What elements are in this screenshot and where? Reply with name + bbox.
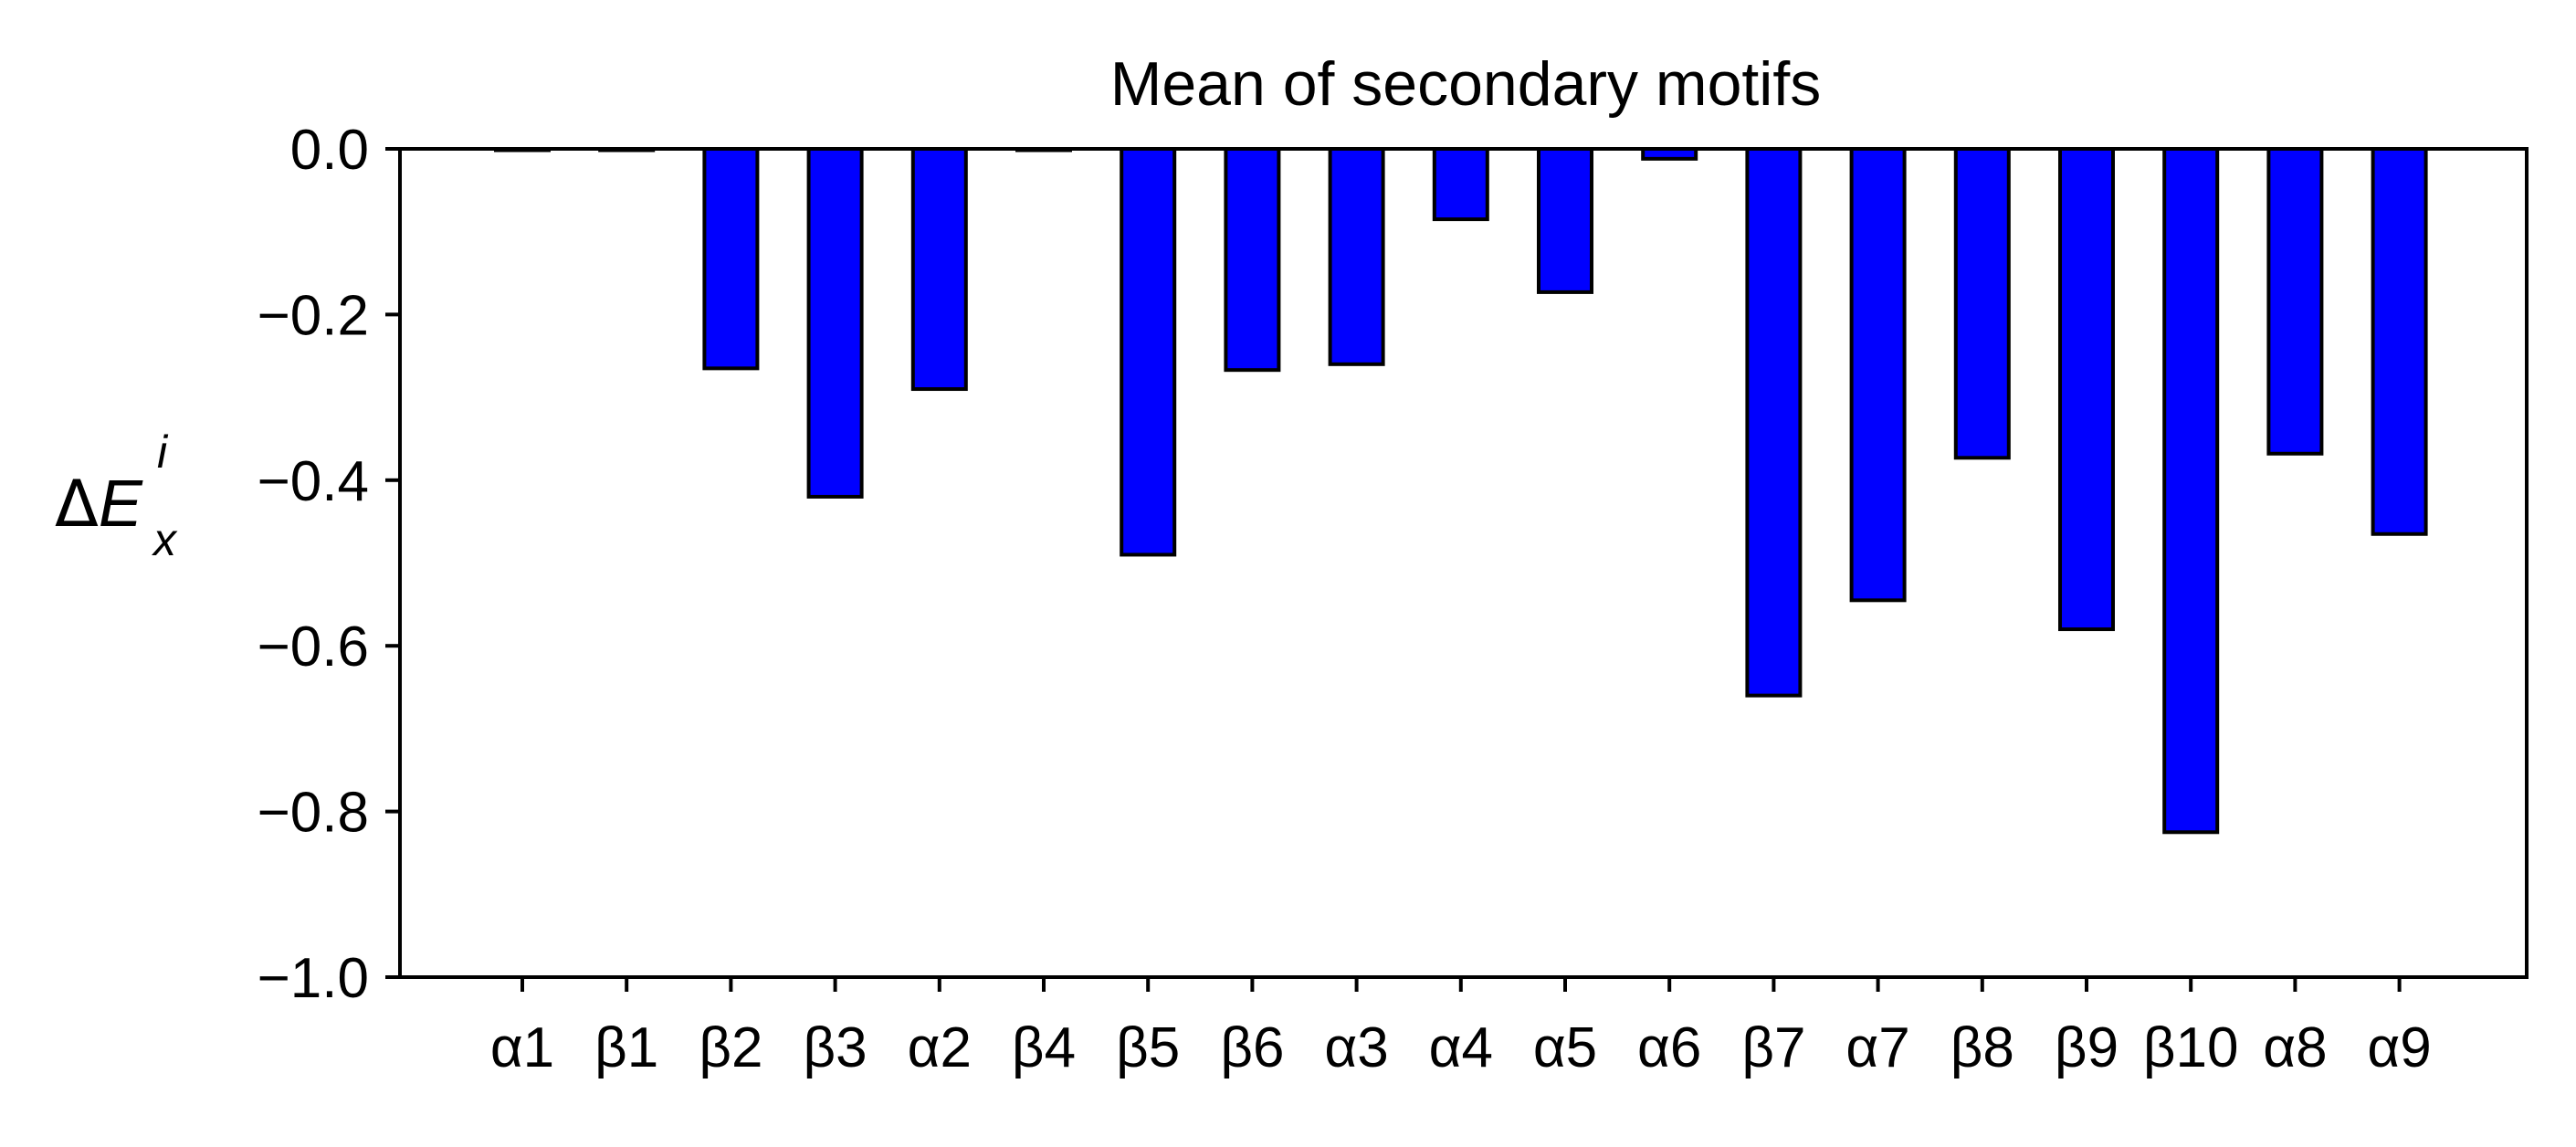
x-tick-label: α5	[1533, 1016, 1597, 1079]
x-tick-label: α6	[1637, 1016, 1701, 1079]
y-axis-label-superscript: i	[157, 426, 169, 478]
bar-α8	[2266, 147, 2324, 456]
bar-series	[494, 147, 2428, 835]
x-tick-label: α7	[1845, 1016, 1909, 1079]
x-tick-label: β1	[594, 1016, 658, 1079]
y-tick-label: −0.6	[258, 616, 369, 679]
x-tick-label: β5	[1116, 1016, 1180, 1079]
y-tick-label: −0.8	[258, 782, 369, 845]
y-axis-label-prefix: Δ	[55, 467, 99, 542]
plot-frame	[398, 147, 2529, 979]
x-tick-label: β4	[1012, 1016, 1076, 1079]
x-tick-label: β9	[2055, 1016, 2119, 1079]
bar-α3	[1328, 147, 1385, 366]
x-tick-label: α9	[2367, 1016, 2431, 1079]
x-tick-label: α1	[490, 1016, 554, 1079]
bar-β6	[1224, 147, 1281, 373]
bar-β7	[1745, 147, 1803, 698]
bar-β2	[702, 147, 760, 371]
svg-text:ΔE: ΔE	[55, 467, 143, 542]
bar-β5	[1120, 147, 1177, 557]
x-tick-label: β6	[1220, 1016, 1284, 1079]
bar-α4	[1432, 147, 1489, 222]
x-tick-label: α8	[2263, 1016, 2327, 1079]
y-tick-label: 0.0	[290, 119, 369, 182]
bar-α9	[2371, 147, 2428, 536]
y-axis: 0.0 −0.2 −0.4 −0.6 −0.8 −1.0	[258, 119, 400, 1010]
bar-β3	[806, 147, 864, 499]
x-tick-label: β2	[699, 1016, 762, 1079]
bar-α5	[1537, 147, 1593, 294]
x-tick-label: α2	[908, 1016, 972, 1079]
bar-β9	[2058, 147, 2115, 632]
bar-α7	[1849, 147, 1907, 603]
y-tick-label: −1.0	[258, 947, 369, 1010]
x-tick-label: β7	[1741, 1016, 1805, 1079]
x-tick-label: β3	[804, 1016, 867, 1079]
y-tick-label: −0.2	[258, 284, 369, 347]
x-tick-label: α4	[1429, 1016, 1493, 1079]
chart-title: Mean of secondary motifs	[1110, 49, 1822, 119]
y-axis-label: ΔE i x	[55, 426, 178, 565]
x-tick-label: β10	[2143, 1016, 2239, 1079]
y-tick-label: −0.4	[258, 450, 369, 513]
x-axis: α1 β1 β2 β3 α2 β4 β5 β6 α3 α4 α5 α6 β7 α7 β8 β9 β10 α8 α9	[490, 977, 2432, 1079]
x-tick-label: β8	[1950, 1016, 2014, 1079]
x-tick-label: α3	[1324, 1016, 1388, 1079]
y-axis-label-subscript: x	[152, 514, 178, 565]
bar-β8	[1953, 147, 2011, 460]
y-axis-label-main: E	[99, 468, 143, 541]
bar-α2	[910, 147, 968, 392]
bar-β10	[2162, 147, 2220, 835]
